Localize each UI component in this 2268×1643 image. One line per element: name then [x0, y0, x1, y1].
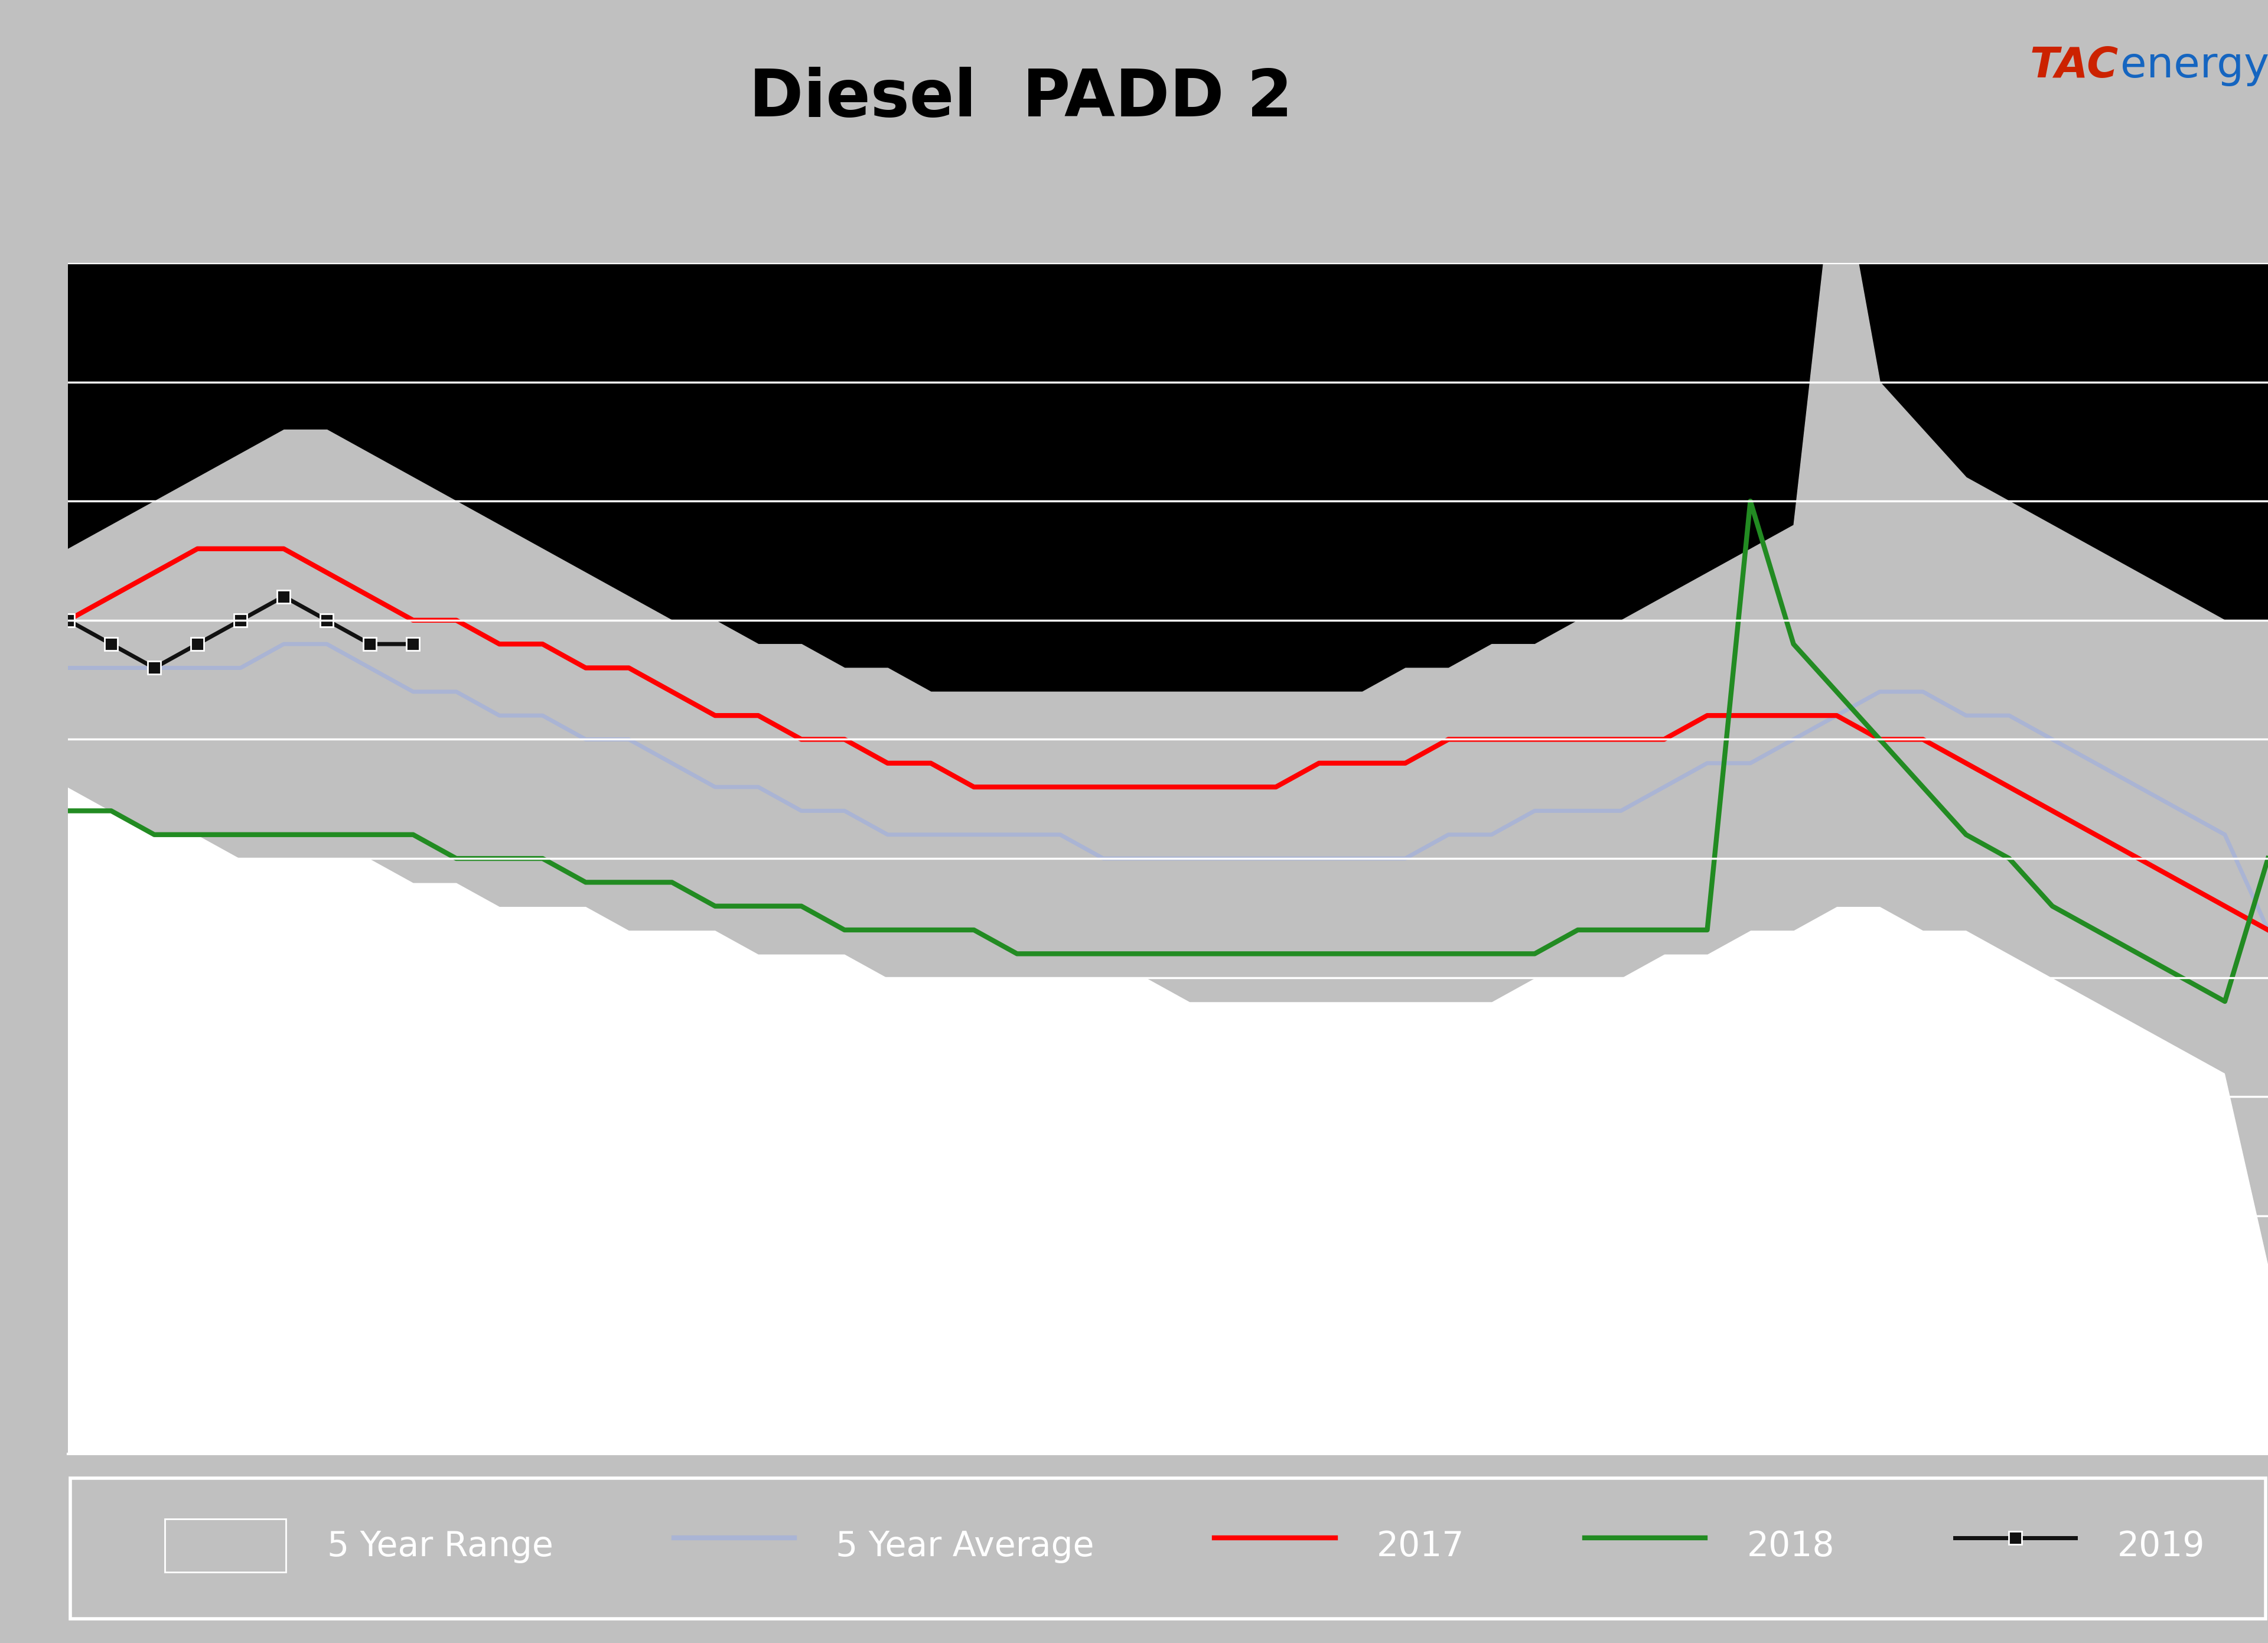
- Legend: 5 Year Range, 5 Year Average, 2017, 2018, 2019: 5 Year Range, 5 Year Average, 2017, 2018…: [152, 1505, 2218, 1585]
- Text: Diesel  PADD 2: Diesel PADD 2: [748, 67, 1293, 130]
- Text: energy: energy: [2121, 46, 2268, 85]
- Text: TAC: TAC: [2030, 46, 2118, 85]
